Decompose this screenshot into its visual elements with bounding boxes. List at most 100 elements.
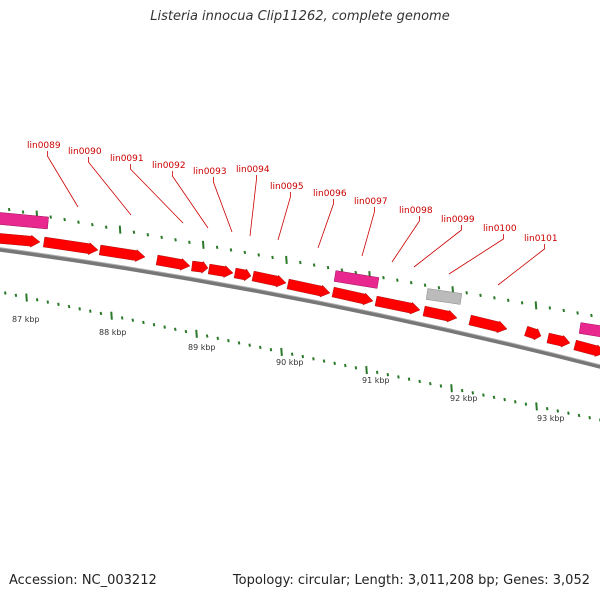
gc-tick-inner <box>471 391 475 395</box>
genome-summary-text: Topology: circular; Length: 3,011,208 bp… <box>232 573 590 588</box>
gene-label-lin0096: lin0096 <box>313 189 347 199</box>
gc-tick-outer <box>437 286 441 290</box>
scale-layer: 87 kbp 88 kbp 89 kbp 90 kbp 91 kbp 92 kbp 93 k… <box>12 315 565 423</box>
gc-tick-inner <box>67 304 71 309</box>
gc-tick-outer <box>104 225 108 229</box>
gc-tick-inner <box>216 336 220 341</box>
gc-tick-outer <box>520 301 524 305</box>
gc-ticks-layer <box>4 207 600 422</box>
gene-label-lin0100: lin0100 <box>483 224 517 234</box>
gc-tick-inner <box>333 361 336 365</box>
gc-tick-outer <box>21 210 25 214</box>
gene-callout-line <box>172 171 209 229</box>
gene-callout-line <box>448 234 504 275</box>
gc-tick-inner <box>429 382 432 386</box>
gc-tick-outer <box>188 240 191 245</box>
gc-tick-inner <box>344 363 347 368</box>
gc-tick-outer <box>285 255 288 265</box>
gc-tick-outer <box>146 233 150 237</box>
backbone-highlight <box>0 247 600 366</box>
gc-tick-inner <box>142 320 145 325</box>
gc-tick-inner <box>439 384 443 388</box>
gene-callout-line <box>413 225 462 268</box>
scale-label: 91 kbp <box>362 376 390 385</box>
gc-tick-outer <box>118 225 122 234</box>
gc-tick-inner <box>89 309 92 313</box>
gc-tick-inner <box>46 300 50 304</box>
gc-tick-inner <box>397 375 400 379</box>
gc-tick-inner <box>57 302 60 307</box>
gc-tick-inner <box>227 338 230 343</box>
gc-tick-outer <box>215 245 219 250</box>
gc-tick-inner <box>152 323 156 327</box>
gc-tick-inner <box>524 402 528 406</box>
gc-tick-inner <box>163 325 166 329</box>
cds-arrow <box>99 244 146 262</box>
gc-tick-inner <box>577 413 581 418</box>
rna-feature <box>578 322 600 338</box>
gc-tick-inner <box>407 377 411 381</box>
cds-arrow <box>573 339 600 357</box>
gc-tick-inner <box>450 384 453 393</box>
gene-label-lin0091: lin0091 <box>110 154 144 164</box>
scale-label: 90 kbp <box>276 358 304 367</box>
gc-tick-outer <box>63 217 66 222</box>
cds-arrow <box>374 295 421 315</box>
gc-tick-inner <box>14 293 18 297</box>
gc-tick-outer <box>396 278 399 282</box>
cds-arrow <box>191 260 209 274</box>
gc-tick-outer <box>132 230 136 234</box>
gc-tick-outer <box>174 238 177 242</box>
gc-tick-outer <box>229 248 233 252</box>
gc-tick-outer <box>493 296 496 300</box>
gene-callout-line <box>497 244 545 286</box>
gc-tick-inner <box>174 327 177 331</box>
gc-tick-inner <box>386 372 390 377</box>
gc-tick-outer <box>257 253 260 257</box>
gc-tick-inner <box>492 395 496 400</box>
gc-tick-inner <box>195 329 198 338</box>
gc-tick-inner <box>110 311 113 320</box>
cds-arrow <box>251 270 287 288</box>
gc-tick-outer <box>479 293 482 297</box>
gc-tick-outer <box>465 291 468 295</box>
rna-feature <box>0 212 49 230</box>
gene-callout-line <box>249 175 257 237</box>
cds-arrow <box>207 263 234 278</box>
gc-tick-inner <box>4 291 7 295</box>
cds-arrow <box>422 305 458 323</box>
gene-callout-line <box>391 216 420 263</box>
accession-text: Accession: NC_003212 <box>9 573 157 588</box>
gene-callout-line <box>277 192 291 241</box>
gene-callout-line <box>361 207 375 257</box>
gc-tick-inner <box>78 307 81 311</box>
gene-label-lin0097: lin0097 <box>354 197 388 207</box>
gc-tick-outer <box>340 268 344 272</box>
gc-tick-inner <box>269 348 273 352</box>
gene-label-lin0089: lin0089 <box>27 141 61 151</box>
gc-tick-outer <box>49 215 53 219</box>
scale-label: 89 kbp <box>188 343 216 352</box>
gc-tick-outer <box>77 220 80 224</box>
scale-label: 92 kbp <box>450 394 478 403</box>
map-title: Listeria innocua Clip11262, complete gen… <box>150 9 450 24</box>
gc-tick-outer <box>506 298 510 303</box>
gc-tick-inner <box>545 406 549 411</box>
gene-label-lin0098: lin0098 <box>399 206 433 216</box>
gc-tick-inner <box>503 397 506 402</box>
gc-tick-inner <box>237 341 241 345</box>
scale-label: 93 kbp <box>537 414 565 423</box>
gene-label-lin0093: lin0093 <box>193 167 227 177</box>
gc-tick-inner <box>99 311 103 316</box>
gc-tick-outer <box>7 207 11 212</box>
gc-tick-outer <box>548 306 552 310</box>
gc-tick-inner <box>259 345 262 350</box>
gc-tick-inner <box>120 316 124 320</box>
gc-tick-outer <box>243 250 247 255</box>
cds-arrow <box>546 332 571 348</box>
gc-tick-inner <box>35 298 39 302</box>
gc-tick-inner <box>312 357 315 361</box>
scale-label: 87 kbp <box>12 315 40 324</box>
gc-tick-inner <box>290 352 294 356</box>
